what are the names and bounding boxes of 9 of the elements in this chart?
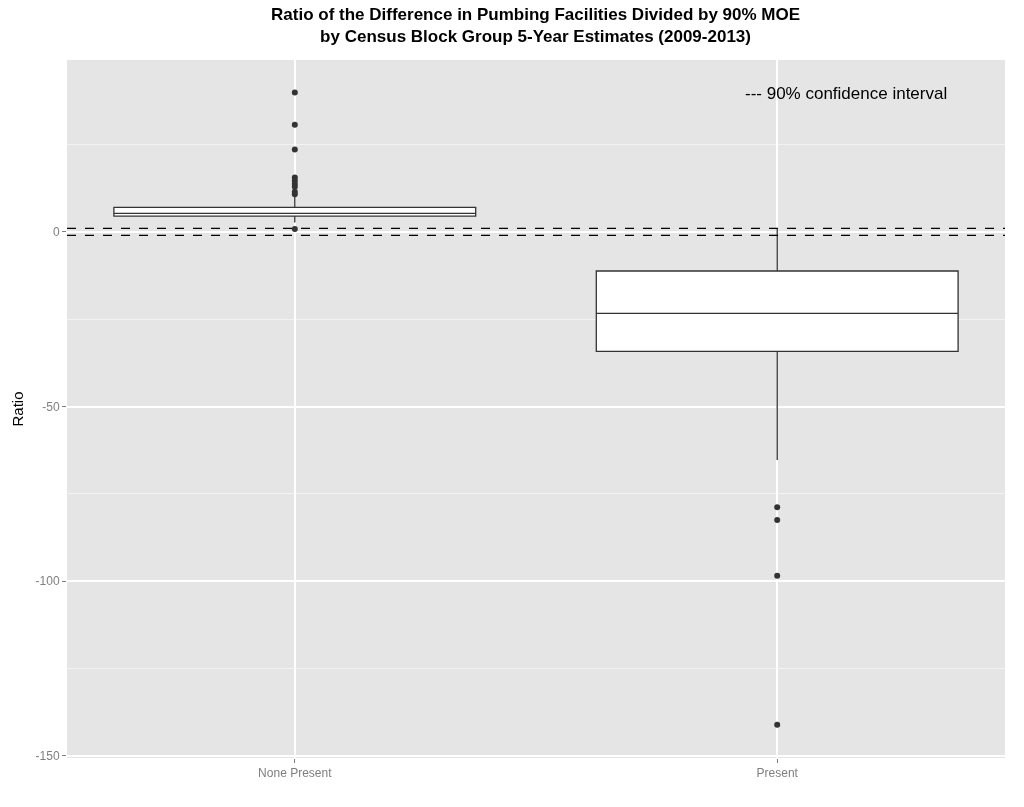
y-tick-label: 0 [52,225,60,240]
y-tick-label: -150 [35,749,60,764]
y-tick-label: -50 [42,399,60,414]
annotation: --- 90% confidence interval [745,84,948,103]
chart-title: Ratio of the Difference in Pumbing Facilities Divided by 90% MOE by Census Block Group 5-Year Estimates (2009-2013) [271,5,801,47]
x-tick-label: Present [756,766,799,781]
y-axis-title: Ratio [8,391,26,427]
y-tick-label: -100 [35,574,60,589]
x-tick-label: None Present [258,766,333,781]
